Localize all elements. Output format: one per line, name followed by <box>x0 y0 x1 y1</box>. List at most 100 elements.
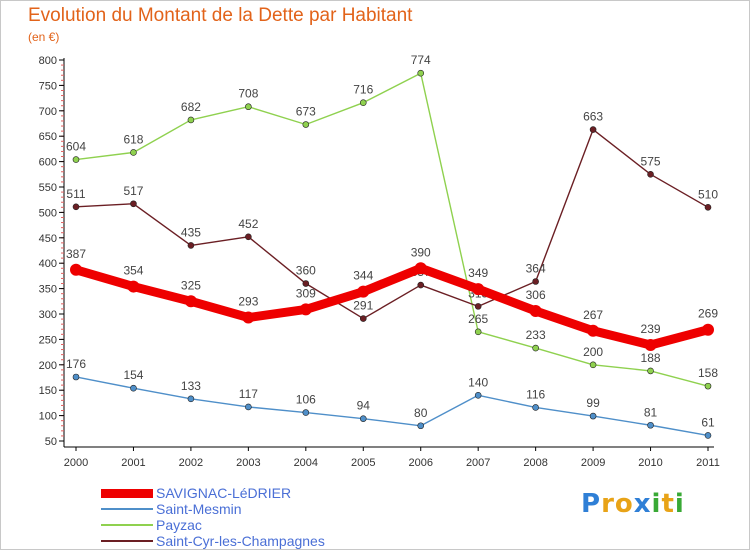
data-point <box>72 203 80 211</box>
data-label: 618 <box>123 132 143 146</box>
data-label: 716 <box>353 83 373 97</box>
data-label: 61 <box>701 415 715 429</box>
data-point <box>187 116 195 124</box>
x-tick-label: 2004 <box>294 457 318 469</box>
data-point <box>532 344 539 352</box>
proxiti-logo: Proxiti <box>581 489 685 519</box>
data-label: 81 <box>644 405 658 419</box>
series-line <box>75 128 709 320</box>
logo-letter: i <box>674 489 685 519</box>
data-label: 117 <box>239 387 258 401</box>
data-point <box>532 404 539 411</box>
data-point <box>130 149 137 156</box>
data-label: 364 <box>526 261 546 275</box>
data-label: 188 <box>641 351 661 365</box>
chart-subtitle: (en €) <box>28 30 60 44</box>
data-point <box>359 99 367 106</box>
data-point <box>529 304 542 317</box>
data-label: 663 <box>583 110 603 124</box>
legend-swatch <box>101 524 153 526</box>
data-point <box>474 391 482 399</box>
data-label: 344 <box>353 269 373 283</box>
legend-label: Payzac <box>156 517 202 533</box>
y-tick-label: 700 <box>39 106 57 118</box>
data-point <box>647 367 654 375</box>
logo-letter: r <box>601 489 615 519</box>
data-point <box>359 415 367 422</box>
y-tick-label: 650 <box>39 131 57 143</box>
x-tick-label: 2001 <box>121 457 145 469</box>
data-label: 133 <box>181 379 201 393</box>
data-label: 325 <box>181 278 201 292</box>
data-point <box>704 382 712 390</box>
data-label: 360 <box>296 264 316 278</box>
data-label: 80 <box>414 406 428 420</box>
logo-letter: t <box>661 489 675 519</box>
logo-letter: x <box>633 489 652 519</box>
data-point <box>702 323 714 336</box>
data-label: 269 <box>698 307 718 321</box>
data-label: 354 <box>123 264 143 278</box>
data-point <box>589 412 597 420</box>
data-point <box>127 280 140 293</box>
data-label: 575 <box>641 154 661 168</box>
data-point <box>242 311 255 324</box>
y-tick-label: 450 <box>39 233 57 245</box>
data-label: 306 <box>526 288 546 302</box>
data-label: 200 <box>583 345 603 359</box>
data-point <box>647 421 654 429</box>
x-tick-label: 2003 <box>236 457 260 469</box>
data-label: 511 <box>66 187 85 201</box>
data-label: 452 <box>238 217 258 231</box>
y-tick-label: 750 <box>39 80 57 92</box>
data-point <box>474 303 482 310</box>
data-point <box>359 315 367 322</box>
data-point <box>187 395 195 403</box>
data-point <box>474 328 482 336</box>
data-point <box>184 295 197 308</box>
y-tick-label: 150 <box>39 385 57 397</box>
legend-swatch <box>101 540 153 542</box>
data-label: 604 <box>66 140 86 154</box>
data-label: 116 <box>526 387 545 401</box>
legend-swatch <box>101 508 153 510</box>
data-point <box>245 403 252 411</box>
legend-label: Saint-Mesmin <box>156 501 242 517</box>
x-tick-label: 2005 <box>351 457 375 469</box>
y-tick-label: 800 <box>39 55 57 67</box>
x-tick-label: 2000 <box>64 457 88 469</box>
data-label: 265 <box>468 312 488 326</box>
data-label: 673 <box>296 105 316 119</box>
data-label: 106 <box>296 393 316 407</box>
data-label: 517 <box>123 184 143 198</box>
data-point <box>70 263 82 276</box>
data-label: 267 <box>583 308 603 322</box>
data-label: 158 <box>698 366 718 380</box>
data-point <box>302 409 310 416</box>
data-point <box>417 69 425 77</box>
series-line <box>75 72 709 387</box>
x-tick-label: 2007 <box>466 457 490 469</box>
data-point <box>647 171 654 178</box>
data-point <box>532 278 539 285</box>
y-tick-label: 600 <box>39 157 57 169</box>
data-label: 99 <box>586 396 600 410</box>
data-label: 774 <box>411 53 431 67</box>
data-point <box>245 103 252 111</box>
y-tick-label: 250 <box>39 334 57 346</box>
data-point <box>130 200 137 208</box>
data-point <box>417 422 425 430</box>
data-label: 94 <box>357 399 371 413</box>
data-point <box>589 361 597 369</box>
data-point <box>299 303 312 316</box>
x-tick-label: 2006 <box>408 457 432 469</box>
x-tick-label: 2011 <box>696 457 720 469</box>
data-label: 233 <box>526 328 546 342</box>
data-point <box>72 156 80 163</box>
data-label: 390 <box>411 245 431 259</box>
data-point <box>589 126 597 133</box>
data-label: 291 <box>353 299 373 313</box>
x-tick-label: 2002 <box>179 457 203 469</box>
logo-letter: P <box>581 489 602 519</box>
